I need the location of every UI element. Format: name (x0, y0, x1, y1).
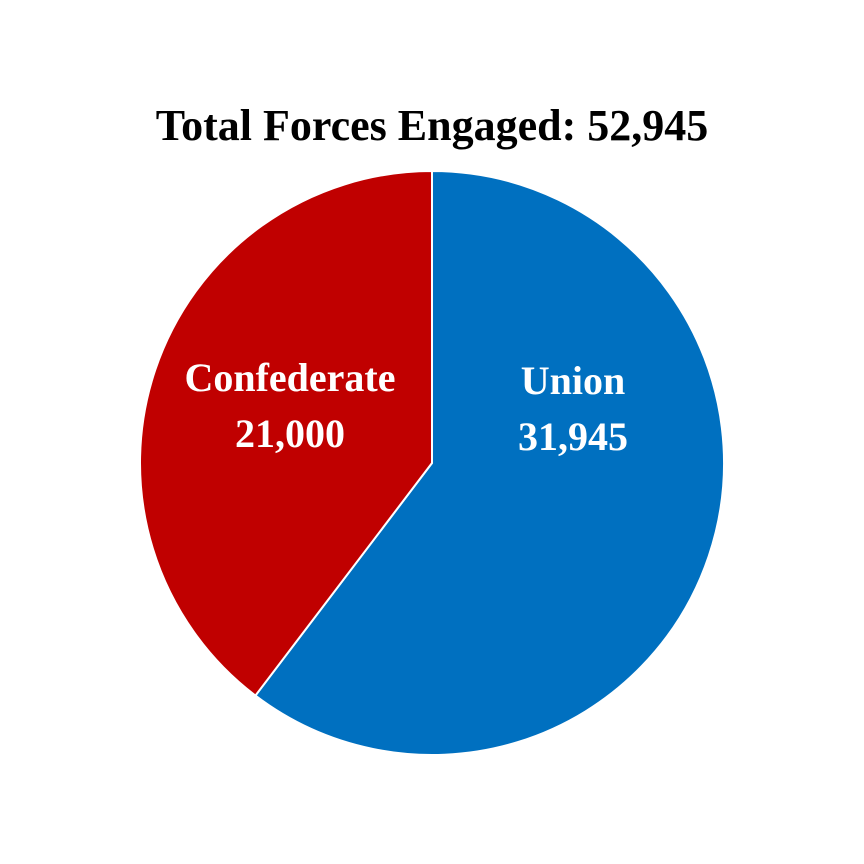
slice-category-label: Union (521, 358, 626, 403)
pie (139, 169, 725, 756)
slice-category-label: Confederate (184, 355, 395, 400)
pie-slice (254, 169, 725, 756)
pie-slice (139, 169, 433, 697)
chart-title: Total Forces Engaged: 52,945 (156, 101, 708, 150)
slice-value-label: 21,000 (235, 411, 345, 456)
slice-value-label: 31,945 (518, 414, 628, 459)
pie-labels: Union 31,945 Confederate 21,000 (184, 355, 628, 459)
